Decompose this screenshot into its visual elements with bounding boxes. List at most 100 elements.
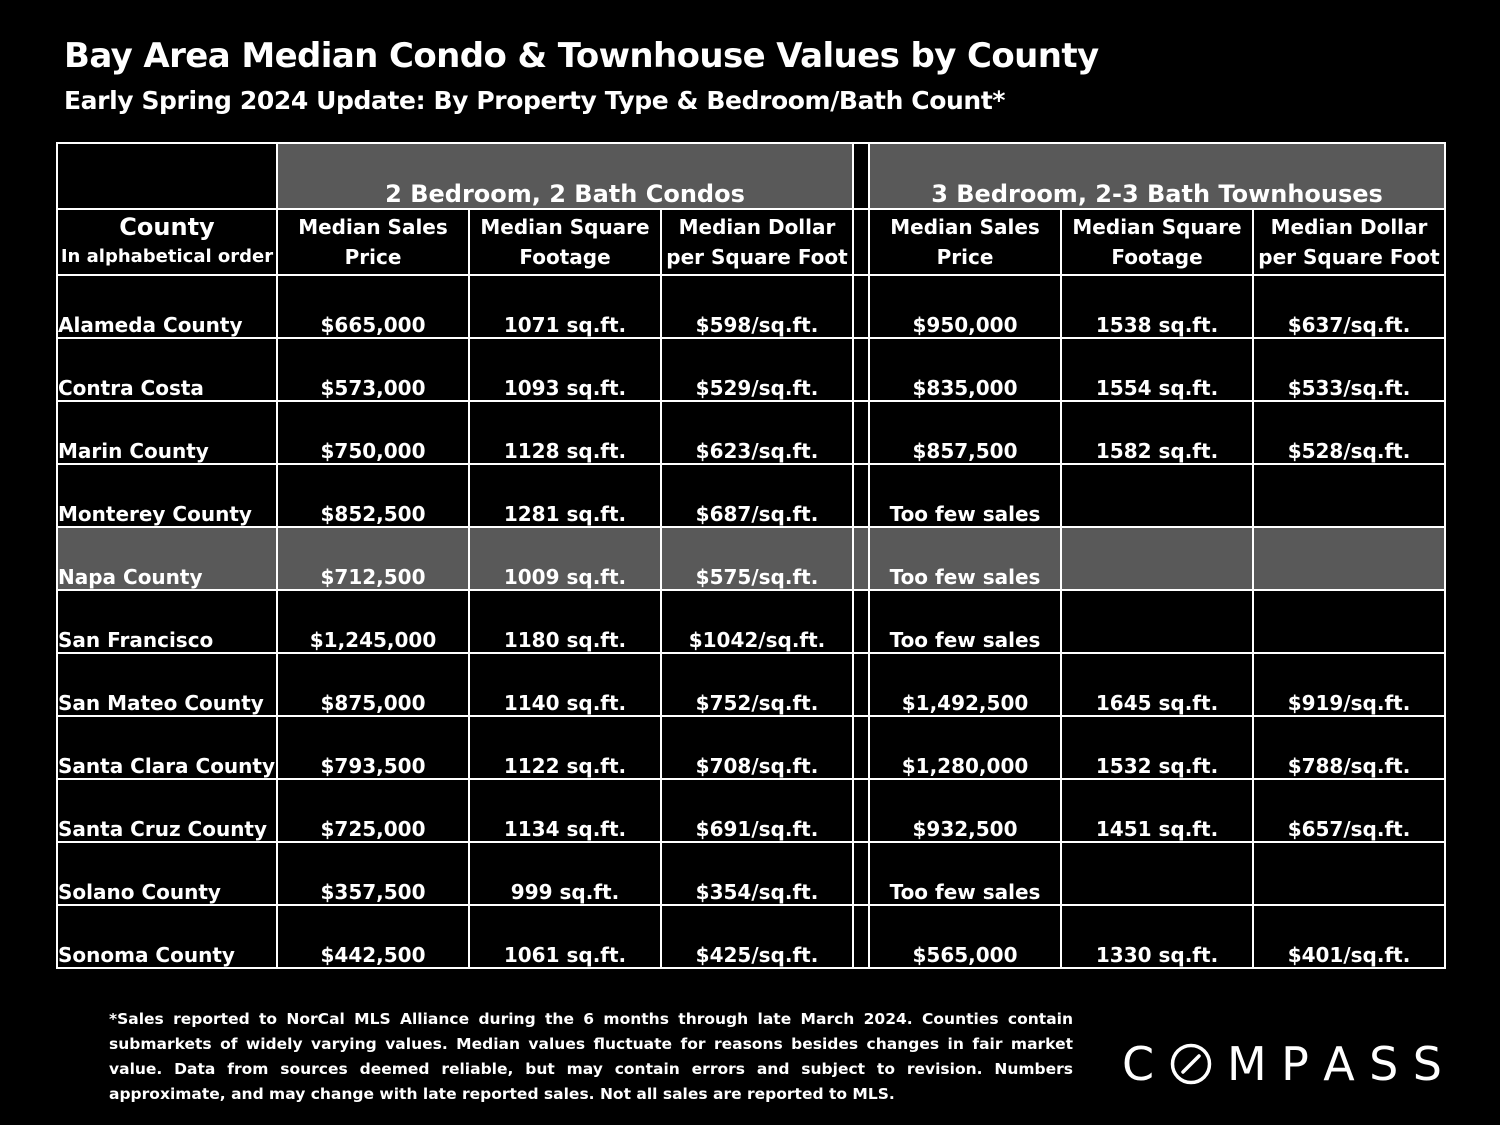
column-separator: [852, 208, 871, 276]
townhouse-sqft-header-line2: Footage: [1111, 245, 1203, 269]
townhouse-sqft-cell: 1538 sq.ft.: [1060, 274, 1255, 339]
townhouse-price-cell: Too few sales: [868, 526, 1063, 591]
column-header-condo-sqft: Median Square Footage: [468, 208, 662, 276]
logo-letter-a: A: [1323, 1037, 1355, 1091]
group-header-condos: 2 Bedroom, 2 Bath Condos: [275, 142, 855, 210]
condo-price-cell: $357,500: [276, 841, 470, 906]
condo-ppsf-cell: $575/sq.ft.: [659, 526, 855, 591]
county-cell: Marin County: [56, 400, 278, 465]
county-cell: Contra Costa: [56, 337, 278, 402]
townhouse-price-cell: Too few sales: [868, 841, 1063, 906]
townhouse-sqft-cell: 1532 sq.ft.: [1060, 715, 1255, 780]
logo-letter-p: P: [1281, 1037, 1309, 1091]
row-separator: [852, 652, 871, 717]
column-header-condo-price: Median Sales Price: [276, 208, 470, 276]
townhouse-price-header-line1: Median Sales: [890, 215, 1040, 239]
townhouse-ppsf-header-line1: Median Dollar: [1270, 215, 1428, 239]
column-header-condo-ppsf: Median Dollar per Square Foot: [659, 208, 855, 276]
logo-letter-s2: S: [1412, 1037, 1442, 1091]
condo-sqft-cell: 1140 sq.ft.: [468, 652, 662, 717]
townhouse-sqft-cell: 1582 sq.ft.: [1060, 400, 1255, 465]
condo-ppsf-cell: $691/sq.ft.: [659, 778, 855, 843]
condo-price-cell: $750,000: [276, 400, 470, 465]
row-separator: [852, 526, 871, 591]
county-cell: Alameda County: [56, 274, 278, 339]
county-cell: Solano County: [56, 841, 278, 906]
page-title: Bay Area Median Condo & Townhouse Values…: [64, 36, 1099, 76]
condo-sqft-cell: 1134 sq.ft.: [468, 778, 662, 843]
row-separator: [852, 589, 871, 654]
values-table: 2 Bedroom, 2 Bath Condos 3 Bedroom, 2-3 …: [56, 142, 1447, 969]
county-cell: Napa County: [56, 526, 278, 591]
condo-price-cell: $793,500: [276, 715, 470, 780]
townhouse-price-header-line2: Price: [936, 245, 994, 269]
condo-ppsf-cell: $708/sq.ft.: [659, 715, 855, 780]
table-row: Monterey County $852,500 1281 sq.ft. $68…: [56, 463, 1447, 528]
county-cell: Monterey County: [56, 463, 278, 528]
condo-ppsf-cell: $425/sq.ft.: [659, 904, 855, 969]
townhouse-price-cell: $950,000: [868, 274, 1063, 339]
condo-sqft-cell: 1281 sq.ft.: [468, 463, 662, 528]
townhouse-ppsf-cell: $788/sq.ft.: [1252, 715, 1447, 780]
table-row: Alameda County $665,000 1071 sq.ft. $598…: [56, 274, 1447, 339]
county-header-sublabel: In alphabetical order: [60, 246, 274, 267]
townhouse-sqft-cell: 1645 sq.ft.: [1060, 652, 1255, 717]
condo-price-cell: $875,000: [276, 652, 470, 717]
logo-letter-m: M: [1226, 1037, 1267, 1091]
condo-sqft-cell: 1009 sq.ft.: [468, 526, 662, 591]
table-row: San Francisco $1,245,000 1180 sq.ft. $10…: [56, 589, 1447, 654]
row-separator: [852, 400, 871, 465]
group-separator: [852, 142, 871, 210]
logo-letter-s1: S: [1369, 1037, 1399, 1091]
townhouse-price-cell: Too few sales: [868, 589, 1063, 654]
townhouse-ppsf-cell: [1252, 463, 1447, 528]
townhouse-sqft-header-line1: Median Square: [1072, 215, 1242, 239]
condo-ppsf-header-line1: Median Dollar: [678, 215, 836, 239]
condo-sqft-header-line1: Median Square: [480, 215, 650, 239]
townhouse-sqft-cell: [1060, 841, 1255, 906]
condo-ppsf-cell: $1042/sq.ft.: [659, 589, 855, 654]
townhouse-ppsf-cell: $637/sq.ft.: [1252, 274, 1447, 339]
townhouse-price-cell: $932,500: [868, 778, 1063, 843]
county-header-label: County: [119, 213, 215, 241]
condo-sqft-header-line2: Footage: [519, 245, 611, 269]
condo-ppsf-cell: $687/sq.ft.: [659, 463, 855, 528]
condo-sqft-cell: 1071 sq.ft.: [468, 274, 662, 339]
townhouse-ppsf-cell: [1252, 841, 1447, 906]
townhouse-ppsf-cell: [1252, 589, 1447, 654]
table-row: Santa Cruz County $725,000 1134 sq.ft. $…: [56, 778, 1447, 843]
townhouse-sqft-cell: 1554 sq.ft.: [1060, 337, 1255, 402]
table-row-highlighted: Napa County $712,500 1009 sq.ft. $575/sq…: [56, 526, 1447, 591]
townhouse-ppsf-cell: $528/sq.ft.: [1252, 400, 1447, 465]
row-separator: [852, 841, 871, 906]
column-header-row: County In alphabetical order Median Sale…: [56, 208, 1447, 276]
townhouse-ppsf-header-line2: per Square Foot: [1258, 245, 1440, 269]
column-header-county: County In alphabetical order: [56, 208, 278, 276]
county-cell: Sonoma County: [56, 904, 278, 969]
column-header-townhouse-price: Median Sales Price: [868, 208, 1063, 276]
county-cell: San Mateo County: [56, 652, 278, 717]
condo-price-header-line2: Price: [344, 245, 402, 269]
table-row: Marin County $750,000 1128 sq.ft. $623/s…: [56, 400, 1447, 465]
townhouse-price-cell: Too few sales: [868, 463, 1063, 528]
logo-letter-c: C: [1122, 1037, 1155, 1091]
logo-compass-o-icon: [1169, 1042, 1213, 1086]
townhouse-price-cell: $857,500: [868, 400, 1063, 465]
condo-sqft-cell: 1180 sq.ft.: [468, 589, 662, 654]
townhouse-sqft-cell: 1330 sq.ft.: [1060, 904, 1255, 969]
table-row: Sonoma County $442,500 1061 sq.ft. $425/…: [56, 904, 1447, 969]
row-separator: [852, 715, 871, 780]
table-row: Contra Costa $573,000 1093 sq.ft. $529/s…: [56, 337, 1447, 402]
condo-ppsf-header-line2: per Square Foot: [666, 245, 848, 269]
townhouse-ppsf-cell: $401/sq.ft.: [1252, 904, 1447, 969]
townhouse-price-cell: $1,280,000: [868, 715, 1063, 780]
townhouse-price-cell: $565,000: [868, 904, 1063, 969]
county-cell: San Francisco: [56, 589, 278, 654]
row-separator: [852, 463, 871, 528]
condo-price-header-line1: Median Sales: [298, 215, 448, 239]
row-separator: [852, 274, 871, 339]
group-header-blank: [56, 142, 278, 210]
group-header-townhouses: 3 Bedroom, 2-3 Bath Townhouses: [868, 142, 1447, 210]
townhouse-sqft-cell: [1060, 463, 1255, 528]
row-separator: [852, 778, 871, 843]
